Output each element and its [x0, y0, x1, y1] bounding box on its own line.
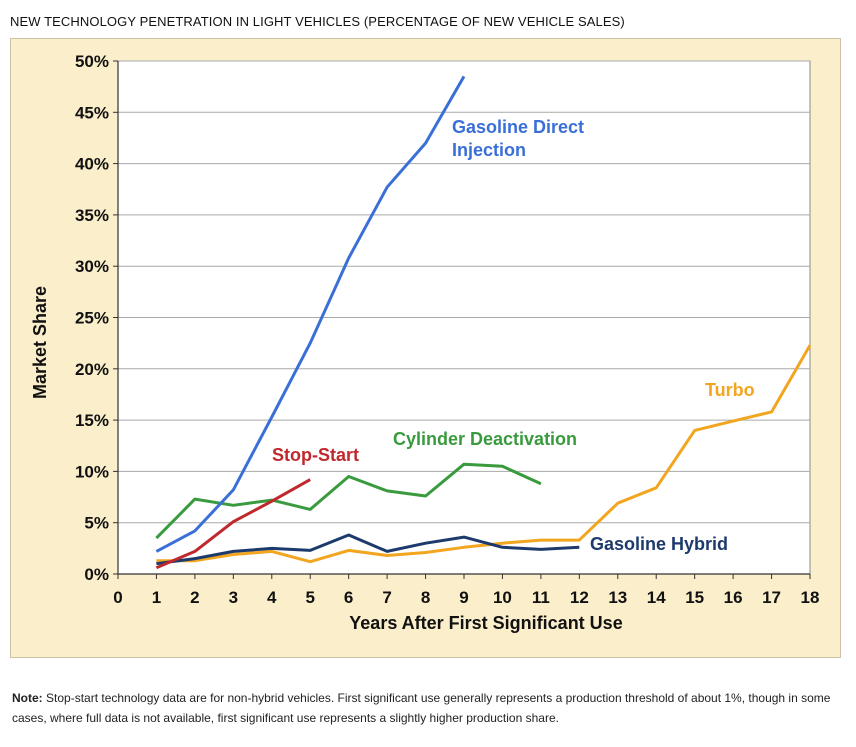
- y-tick-label: 25%: [75, 309, 109, 328]
- x-tick-label: 2: [190, 588, 199, 607]
- x-tick-label: 4: [267, 588, 277, 607]
- y-tick-label: 45%: [75, 103, 109, 122]
- series-labels: Gasoline Direct Injection Stop-Start Cylind…: [272, 117, 755, 554]
- series-label-gasoline-direct-injection: Gasoline Direct Injection: [452, 117, 584, 160]
- x-tick-label: 10: [493, 588, 512, 607]
- page-title: NEW TECHNOLOGY PENETRATION IN LIGHT VEHI…: [10, 14, 625, 29]
- y-tick-label: 0%: [84, 565, 109, 584]
- x-axis-title: Years After First Significant Use: [349, 613, 622, 633]
- x-tick-label: 15: [685, 588, 704, 607]
- y-tick-label: 50%: [75, 52, 109, 71]
- x-tick-label: 12: [570, 588, 589, 607]
- y-tick-label: 20%: [75, 360, 109, 379]
- x-tick-label: 7: [382, 588, 391, 607]
- x-tick-label: 1: [152, 588, 161, 607]
- x-tick-label: 18: [801, 588, 820, 607]
- y-axis-ticks: 0% 5% 10% 15% 20% 25% 30% 35% 40% 45% 50%: [75, 52, 118, 584]
- y-axis-title: Market Share: [30, 286, 50, 399]
- series-lines: [155, 75, 812, 570]
- series-line-gasoline-hybrid: [156, 533, 580, 566]
- x-tick-label: 13: [608, 588, 627, 607]
- x-tick-label: 6: [344, 588, 353, 607]
- series-line-stop-start: [155, 478, 311, 570]
- series-label-gasoline-hybrid: Gasoline Hybrid: [590, 534, 728, 554]
- x-tick-label: 17: [762, 588, 781, 607]
- y-tick-label: 15%: [75, 411, 109, 430]
- y-tick-label: 40%: [75, 155, 109, 174]
- x-tick-label: 5: [305, 588, 314, 607]
- footnote: Note: Stop-start technology data are for…: [12, 688, 842, 728]
- x-tick-label: 9: [459, 588, 468, 607]
- series-label-cylinder-deactivation: Cylinder Deactivation: [393, 429, 577, 449]
- y-tick-label: 30%: [75, 257, 109, 276]
- x-tick-label: 8: [421, 588, 430, 607]
- series-line-turbo: [156, 344, 812, 564]
- x-tick-label: 14: [647, 588, 666, 607]
- y-tick-label: 5%: [84, 514, 109, 533]
- x-tick-label: 0: [113, 588, 122, 607]
- x-tick-label: 3: [229, 588, 238, 607]
- x-tick-label: 16: [724, 588, 743, 607]
- x-tick-label: 11: [532, 588, 550, 607]
- x-axis-ticks: 0 1 2 3 4 5 6 7 8 9 10 11 12 13 14 15 16 17 18: [113, 61, 819, 607]
- y-tick-label: 10%: [75, 462, 109, 481]
- series-label-stop-start: Stop-Start: [272, 445, 359, 465]
- series-label-turbo: Turbo: [705, 380, 755, 400]
- y-tick-label: 35%: [75, 206, 109, 225]
- note-label: Note:: [12, 691, 43, 705]
- series-line-gasoline-direct-injection: [155, 75, 466, 553]
- note-text: Stop-start technology data are for non-h…: [12, 691, 831, 725]
